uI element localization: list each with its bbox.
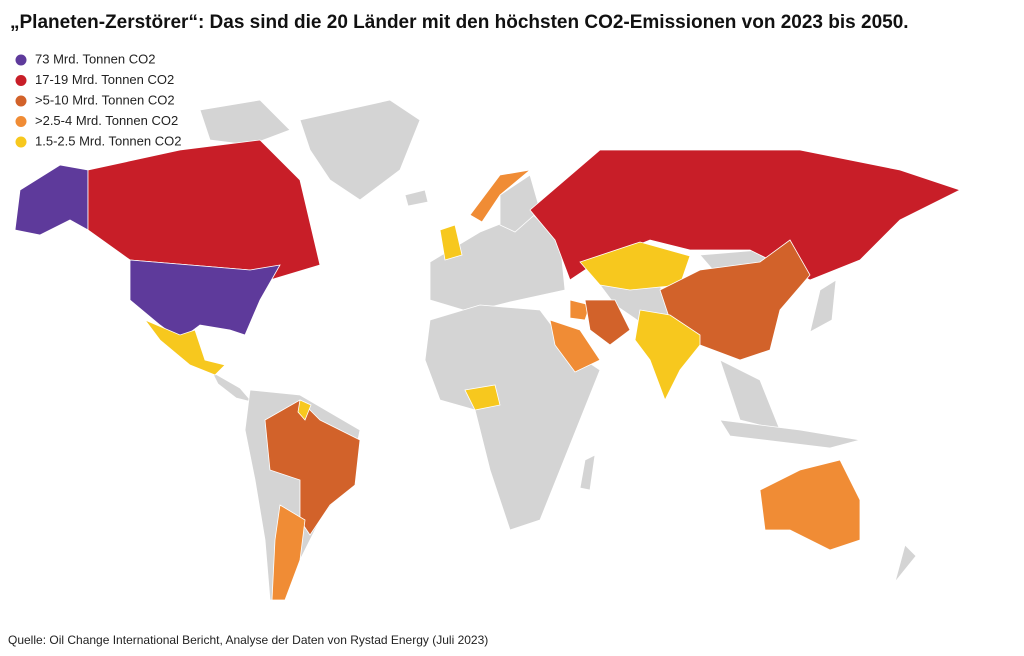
mexico — [143, 319, 226, 376]
legend-label: >5-10 Mrd. Tonnen CO2 — [35, 92, 175, 107]
japan — [809, 279, 837, 333]
greenland — [299, 99, 421, 201]
russia — [529, 149, 962, 281]
emitters — [14, 139, 962, 601]
legend-swatch — [15, 116, 27, 127]
finland-sweden — [499, 174, 541, 233]
usa — [129, 259, 281, 341]
central-america — [211, 370, 254, 403]
legend-label: 17-19 Mrd. Tonnen CO2 — [35, 72, 174, 87]
arctic-islands — [199, 99, 291, 146]
legend-swatch — [15, 54, 27, 66]
india — [634, 309, 701, 401]
legend-swatch — [15, 95, 27, 107]
argentina — [271, 504, 306, 601]
norway — [469, 169, 532, 223]
africa — [424, 304, 601, 531]
indonesia — [719, 419, 861, 449]
legend-label: 1.5-2.5 Mrd. Tonnen CO2 — [35, 133, 181, 148]
nigeria — [464, 384, 501, 411]
legend-label: >2.5-4 Mrd. Tonnen CO2 — [35, 113, 178, 128]
saudi-arabia — [549, 319, 601, 373]
southeast-asia — [719, 359, 781, 431]
australia — [759, 459, 861, 551]
source: Quelle: Oil Change International Bericht… — [8, 633, 488, 647]
legend-swatch — [15, 136, 27, 148]
europe — [429, 211, 566, 313]
madagascar — [579, 454, 596, 491]
new-zealand — [894, 544, 917, 583]
land — [199, 99, 917, 601]
iraq — [569, 299, 591, 321]
legend-swatch — [15, 75, 27, 86]
legend-label: 73 Mrd. Tonnen CO2 — [35, 51, 155, 66]
uk — [439, 224, 463, 261]
brazil — [264, 399, 361, 536]
alaska — [14, 164, 89, 236]
guyana — [297, 399, 312, 421]
legend: 73 Mrd. Tonnen CO2 17-19 Mrd. Tonnen CO2 >… — [15, 51, 181, 148]
title: „Planeten-Zerstörer“: Das sind die 20 Lä… — [10, 12, 909, 33]
iceland — [404, 189, 429, 207]
iran — [584, 299, 631, 346]
canada — [87, 139, 321, 281]
